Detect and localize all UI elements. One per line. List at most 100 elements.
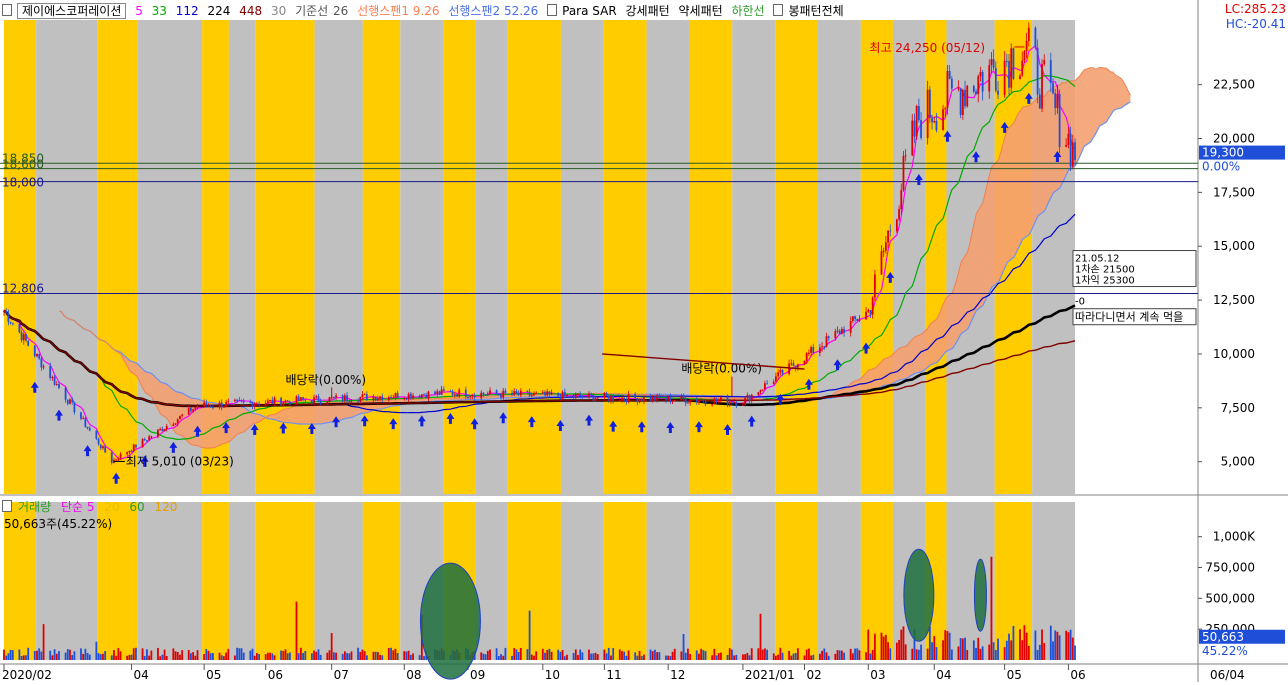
candle-body-12 xyxy=(38,353,41,359)
candle-body-144 xyxy=(442,389,445,392)
volume-bar-250 xyxy=(772,653,775,660)
volume-bar-285 xyxy=(880,632,883,660)
volume-bar-227 xyxy=(700,648,703,660)
candle-body-254 xyxy=(781,369,784,374)
candle-body-153 xyxy=(471,395,474,397)
candle-body-124 xyxy=(381,396,384,400)
candle-body-74 xyxy=(227,401,230,403)
volume-bar-128 xyxy=(394,648,397,660)
candle-body-33 xyxy=(102,446,104,449)
volume-bar-123 xyxy=(379,655,381,660)
candle-body-238 xyxy=(733,402,736,404)
volume-bar-30 xyxy=(95,641,98,660)
candle-body-160 xyxy=(495,390,498,394)
candle-body-3 xyxy=(9,321,12,324)
candles xyxy=(3,22,1076,465)
volume-bar-76 xyxy=(236,647,239,660)
candle-body-131 xyxy=(405,398,408,400)
candle-body-297 xyxy=(915,105,918,137)
volume-bar-124 xyxy=(381,655,384,660)
volume-bar-237 xyxy=(731,649,733,660)
candle-body-45 xyxy=(141,438,144,448)
up-arrow-icon xyxy=(914,174,923,186)
volume-band-0 xyxy=(4,502,37,660)
candle-body-164 xyxy=(504,390,507,393)
candle-body-230 xyxy=(711,404,714,406)
hline-label-18850: 18,850 xyxy=(2,151,44,165)
volume-bar-173 xyxy=(533,655,535,660)
candle-body-139 xyxy=(427,391,430,399)
candle-body-126 xyxy=(390,397,392,399)
candle-body-326 xyxy=(1005,60,1008,62)
dividend-label-1: 배당락(0.00%) xyxy=(285,373,366,387)
volume-bar-232 xyxy=(715,655,718,660)
volume-band-7 xyxy=(314,502,363,660)
candle-body-98 xyxy=(302,397,304,400)
ma-line-448 xyxy=(3,310,1076,407)
volume-bar-230 xyxy=(711,655,714,660)
volume-square-icon[interactable] xyxy=(2,500,12,512)
volume-bar-20 xyxy=(64,652,67,660)
volume-bar-98 xyxy=(302,652,304,660)
kijun-value: 26 xyxy=(333,4,349,18)
up-arrow-icon xyxy=(83,445,92,457)
candle-body-278 xyxy=(856,319,859,321)
candle-body-321 xyxy=(990,59,993,66)
stock-name[interactable]: 제이에스코퍼레이션 xyxy=(17,3,127,19)
volume-bar-41 xyxy=(128,655,131,660)
volume-bar-302 xyxy=(931,642,933,660)
candle-body-300 xyxy=(926,89,929,139)
volume-bar-62 xyxy=(192,652,195,660)
volume-bar-180 xyxy=(557,649,560,660)
candle-body-89 xyxy=(273,397,276,404)
candle-body-191 xyxy=(590,393,593,395)
volume-bar-19 xyxy=(58,651,60,660)
candle-body-187 xyxy=(577,394,579,396)
volume-bar-219 xyxy=(673,648,676,660)
ichimoku-cloud xyxy=(59,67,1131,449)
price-band-0 xyxy=(4,20,37,494)
candle-body-125 xyxy=(387,397,390,400)
candle-body-81 xyxy=(251,402,254,407)
volume-bar-181 xyxy=(559,651,562,660)
volume-bar-292 xyxy=(900,629,903,660)
candle-body-31 xyxy=(97,438,100,445)
strong-pattern-label: 강세패턴 xyxy=(625,4,670,18)
volume-bar-315 xyxy=(972,640,975,660)
candle-body-181 xyxy=(559,396,562,400)
candle-body-206 xyxy=(636,398,639,403)
volume-bar-22 xyxy=(69,649,71,660)
volume-bar-137 xyxy=(423,656,425,660)
candle-body-37 xyxy=(115,459,118,461)
candle-body-329 xyxy=(1012,48,1015,79)
volume-bar-52 xyxy=(161,654,164,660)
volume-bar-55 xyxy=(172,648,175,660)
candle-body-180 xyxy=(557,392,560,397)
candle-body-85 xyxy=(264,403,267,405)
candle-body-167 xyxy=(515,391,518,394)
volume-bar-267 xyxy=(823,648,826,660)
candle-body-281 xyxy=(867,309,870,312)
target-box-date: 21.05.12 xyxy=(1075,254,1120,265)
volume-bar-10 xyxy=(33,650,36,660)
candle-pattern-label: 봉패턴전체 xyxy=(788,4,844,18)
candle-body-316 xyxy=(975,91,977,95)
volume-bar-241 xyxy=(744,654,747,660)
volume-bar-329 xyxy=(1012,625,1015,660)
candle-body-232 xyxy=(715,398,718,401)
up-arrow-icon xyxy=(527,416,536,428)
candle-body-161 xyxy=(497,393,500,395)
volume-bar-343 xyxy=(1056,631,1059,660)
price-tick-label-4: 12,500 xyxy=(1213,293,1255,307)
candle-body-35 xyxy=(110,452,113,463)
candle-body-214 xyxy=(658,395,661,399)
volume-bar-68 xyxy=(209,653,212,660)
candle-body-105 xyxy=(326,401,329,404)
volume-bar-239 xyxy=(735,654,738,660)
menu-square-icon[interactable] xyxy=(2,4,12,16)
volume-bar-249 xyxy=(766,649,769,660)
volume-bar-70 xyxy=(218,652,221,660)
volume-bar-64 xyxy=(196,650,199,660)
candle-body-243 xyxy=(748,395,751,401)
